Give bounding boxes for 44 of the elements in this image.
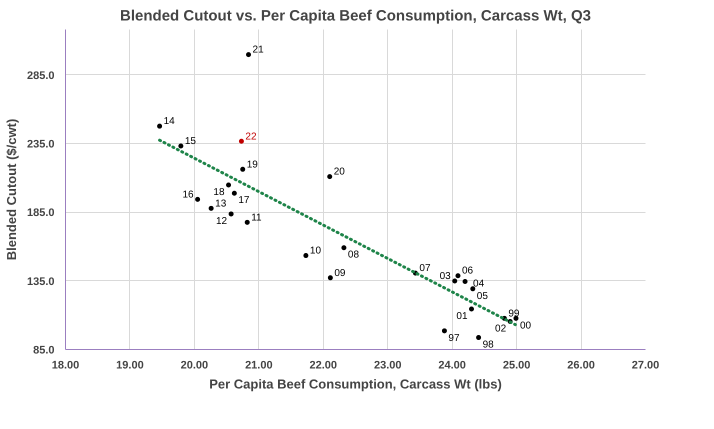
x-tick-label: 18.00 <box>52 360 80 372</box>
annotation: 09 <box>334 268 346 279</box>
annotation: 10 <box>310 246 322 257</box>
annotation: 22 <box>245 131 257 142</box>
x-tick-label: 25.00 <box>502 360 530 372</box>
y-tick-label: 135.0 <box>26 276 55 288</box>
annotation: 11 <box>251 212 262 224</box>
x-tick-label: 21.00 <box>245 360 273 372</box>
x-tick-label: 23.00 <box>374 360 402 372</box>
annotation: 01 <box>456 310 468 322</box>
y-tick-label: 235.0 <box>26 138 55 150</box>
annotation: 21 <box>252 44 264 56</box>
x-tick-label: 27.00 <box>632 360 660 372</box>
annotation: 18 <box>213 186 225 198</box>
annotation: 03 <box>440 270 452 282</box>
annotation: 14 <box>164 116 176 128</box>
annotation: 06 <box>462 266 474 277</box>
annotation: 12 <box>216 216 228 227</box>
annotation: 98 <box>482 340 494 351</box>
annotation: 17 <box>238 195 250 206</box>
y-axis-title: Blended Cutout ($/cwt) <box>4 118 19 260</box>
annotation: 02 <box>495 323 507 334</box>
annotation: 00 <box>520 320 532 332</box>
annotation: 20 <box>334 166 346 178</box>
chart-title: Blended Cutout vs. Per Capita Beef Consumption, Carcass Wt, Q3 <box>120 8 591 24</box>
annotation: 13 <box>215 198 227 210</box>
annotation: 05 <box>476 290 488 302</box>
y-tick-label: 85.0 <box>33 344 55 356</box>
x-tick-label: 22.00 <box>310 360 338 372</box>
x-tick-label: 24.00 <box>438 360 466 372</box>
annotation: 99 <box>508 308 520 320</box>
y-tick-label: 285.0 <box>26 70 55 82</box>
annotation: 04 <box>473 278 485 290</box>
x-tick-label: 20.00 <box>180 360 208 372</box>
annotation: 97 <box>448 332 460 344</box>
x-tick-label: 19.00 <box>116 360 144 372</box>
x-tick-label: 26.00 <box>567 360 595 372</box>
y-tick-label: 185.0 <box>26 207 55 220</box>
annotation: 16 <box>182 189 194 200</box>
x-axis-title: Per Capita Beef Consumption, Carcass Wt (lbs) <box>209 376 502 392</box>
annotation: 07 <box>419 263 431 274</box>
annotation: 08 <box>348 250 360 261</box>
annotation: 15 <box>184 136 196 147</box>
annotation: 19 <box>246 159 258 170</box>
